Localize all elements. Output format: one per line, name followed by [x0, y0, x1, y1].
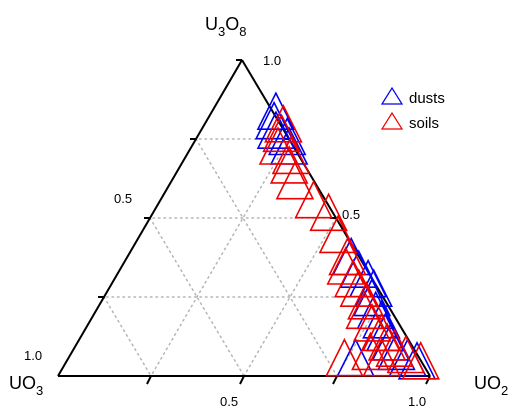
marker-soils	[362, 312, 401, 352]
vertex-right-main: UO	[474, 373, 501, 393]
tick-mark	[332, 375, 338, 385]
marker-soils	[401, 341, 440, 380]
data-markers	[254, 91, 440, 380]
tick-label-right-mid: 0.5	[342, 207, 360, 222]
legend-label-dusts: dusts	[409, 90, 445, 107]
marker-soils	[345, 290, 384, 330]
marker-soils	[339, 268, 379, 308]
marker-dusts	[254, 100, 294, 140]
marker-soils	[328, 236, 367, 276]
vertex-left-main: UO	[9, 373, 36, 393]
tick-label-left-mid: 0.5	[114, 191, 132, 206]
marker-soils	[318, 214, 358, 254]
grid-line	[103, 296, 152, 377]
marker-soils	[309, 192, 348, 232]
vertex-top-mid: O	[225, 14, 239, 34]
marker-soils	[264, 104, 303, 143]
marker-soils	[347, 281, 386, 320]
marker-dusts	[256, 91, 296, 130]
vertex-top-sub2: 8	[239, 24, 246, 39]
marker-dusts	[267, 116, 307, 156]
grid-line	[195, 138, 338, 377]
grid-line	[336, 296, 384, 377]
vertex-top-sub1: 3	[218, 24, 225, 39]
tick-mark	[146, 375, 152, 385]
marker-soils	[294, 179, 333, 219]
tick-mark	[239, 375, 245, 385]
marker-soils	[262, 113, 301, 153]
tick-label-top-max: 1.0	[263, 53, 281, 68]
marker-soils	[367, 322, 407, 361]
marker-soils	[271, 135, 311, 175]
legend-marker-dusts	[380, 86, 404, 105]
vertex-label-top: U3O8	[205, 14, 246, 39]
vertex-label-right: UO2	[474, 373, 508, 398]
marker-soils	[269, 145, 309, 184]
vertex-right-sub: 2	[501, 383, 508, 398]
marker-soils	[351, 331, 390, 371]
legend-label-soils: soils	[409, 115, 439, 132]
vertex-label-left: UO3	[9, 373, 43, 398]
legend-marker-soils	[380, 111, 404, 130]
grid-line	[150, 138, 290, 377]
tick-label-right-max: 1.0	[408, 394, 426, 407]
marker-soils	[275, 160, 315, 200]
tick-marks	[98, 59, 431, 385]
marker-soils	[362, 337, 401, 377]
vertex-left-sub: 3	[36, 383, 43, 398]
legend: dusts soils	[380, 86, 445, 132]
marker-soils	[325, 337, 364, 377]
marker-dusts	[256, 110, 296, 149]
marker-dusts	[352, 277, 392, 317]
tick-label-left-max: 1.0	[24, 348, 42, 363]
marker-soils	[326, 246, 365, 285]
grid-lines	[103, 138, 384, 377]
tick-mark	[425, 375, 431, 385]
vertex-top-main: U	[205, 14, 218, 34]
marker-dusts	[362, 300, 401, 339]
tick-label-bottom-mid: 0.5	[220, 394, 238, 407]
marker-soils	[352, 303, 392, 342]
